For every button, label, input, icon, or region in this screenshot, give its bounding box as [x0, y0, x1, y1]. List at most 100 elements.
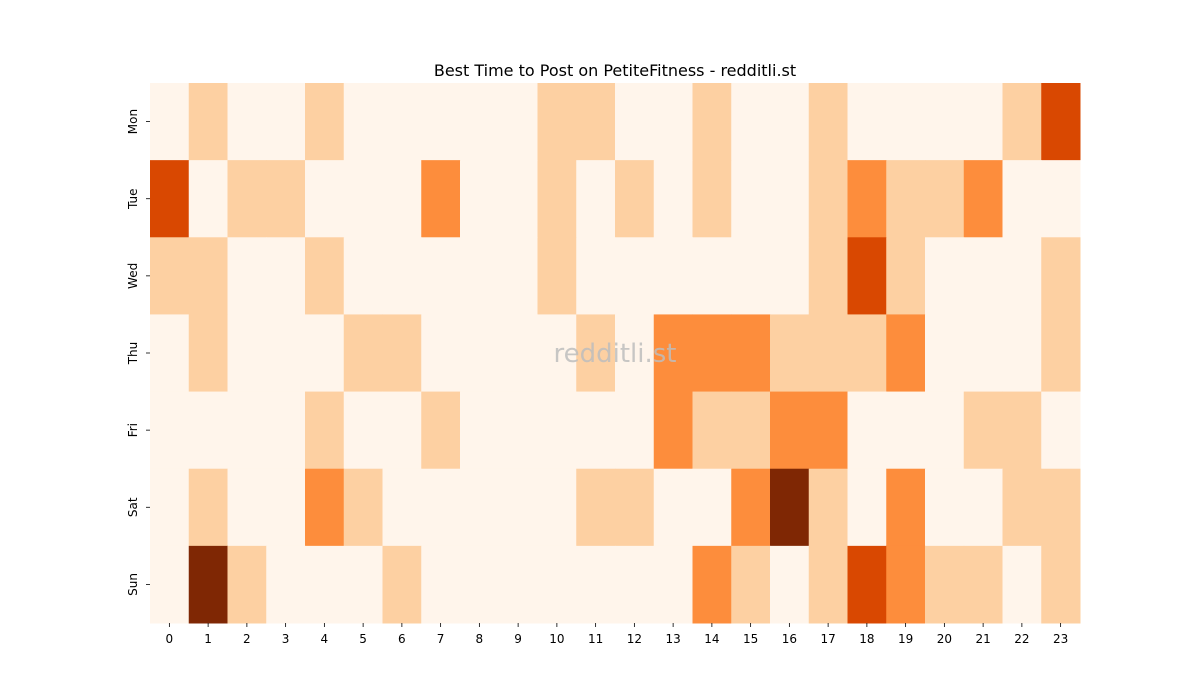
x-axis: 0 1 2 3 4 5 6 7 8 9 10 11 12 13 14 15 16 17 18 19 20 21 22 23: [166, 623, 1069, 646]
heatmap-cell-wed-16: [770, 237, 809, 315]
heatmap-cell-mon-14: [693, 83, 732, 161]
heatmap-cell-fri-0: [150, 392, 189, 470]
heatmap-cell-wed-15: [731, 237, 770, 315]
heatmap-cell-sat-17: [809, 469, 848, 547]
heatmap-cell-sat-13: [654, 469, 693, 547]
heatmap-cell-thu-6: [383, 314, 422, 392]
heatmap-cell-tue-4: [305, 160, 344, 238]
heatmap-cell-fri-23: [1041, 392, 1080, 470]
heatmap-cell-fri-13: [654, 392, 693, 470]
heatmap-cell-mon-5: [344, 83, 383, 161]
heatmap-cell-tue-0: [150, 160, 189, 238]
heatmap-cell-sun-6: [383, 546, 422, 624]
heatmap-cell-fri-11: [576, 392, 615, 470]
heatmap-cell-tue-20: [925, 160, 964, 238]
heatmap-cell-sat-8: [460, 469, 499, 547]
heatmap-cell-thu-2: [228, 314, 267, 392]
heatmap-cell-thu-8: [460, 314, 499, 392]
x-tick-label: 2: [243, 632, 251, 646]
heatmap-cell-sun-4: [305, 546, 344, 624]
heatmap-cell-sun-18: [848, 546, 887, 624]
heatmap-cell-wed-7: [421, 237, 460, 315]
heatmap-cell-fri-16: [770, 392, 809, 470]
heatmap-cell-tue-2: [228, 160, 267, 238]
heatmap-cell-sun-17: [809, 546, 848, 624]
heatmap-cell-wed-3: [266, 237, 305, 315]
x-tick-label: 1: [204, 632, 212, 646]
heatmap-cell-sun-12: [615, 546, 654, 624]
heatmap-cell-mon-23: [1041, 83, 1080, 161]
heatmap-cell-sun-19: [886, 546, 925, 624]
heatmap-cell-tue-22: [1003, 160, 1042, 238]
heatmap-cell-sat-18: [848, 469, 887, 547]
heatmap-cell-mon-19: [886, 83, 925, 161]
heatmap-cell-mon-16: [770, 83, 809, 161]
heatmap-cell-wed-19: [886, 237, 925, 315]
heatmap-cell-sun-1: [189, 546, 228, 624]
heatmap-cell-wed-1: [189, 237, 228, 315]
heatmap-cell-fri-8: [460, 392, 499, 470]
heatmap-cell-fri-5: [344, 392, 383, 470]
x-tick-label: 9: [514, 632, 522, 646]
heatmap-cell-wed-4: [305, 237, 344, 315]
heatmap-cell-fri-3: [266, 392, 305, 470]
heatmap-cell-sat-23: [1041, 469, 1080, 547]
x-tick-label: 21: [975, 632, 990, 646]
x-tick-label: 0: [166, 632, 174, 646]
x-tick-label: 17: [820, 632, 835, 646]
x-tick-label: 18: [859, 632, 874, 646]
heatmap-cell-tue-15: [731, 160, 770, 238]
heatmap-cell-sun-2: [228, 546, 267, 624]
heatmap-cell-mon-3: [266, 83, 305, 161]
heatmap-cell-mon-0: [150, 83, 189, 161]
heatmap-cell-sun-8: [460, 546, 499, 624]
heatmap-cell-sun-16: [770, 546, 809, 624]
heatmap-cell-wed-8: [460, 237, 499, 315]
x-tick-label: 6: [398, 632, 406, 646]
heatmap-cell-sun-15: [731, 546, 770, 624]
x-tick-label: 5: [359, 632, 367, 646]
heatmap-cell-sat-16: [770, 469, 809, 547]
heatmap-cell-wed-5: [344, 237, 383, 315]
x-tick-label: 22: [1014, 632, 1029, 646]
heatmap-cell-mon-4: [305, 83, 344, 161]
x-tick-label: 14: [704, 632, 719, 646]
heatmap-cell-mon-10: [538, 83, 577, 161]
heatmap-cell-sun-7: [421, 546, 460, 624]
heatmap-cell-thu-4: [305, 314, 344, 392]
x-tick-label: 10: [549, 632, 564, 646]
heatmap-cell-sat-4: [305, 469, 344, 547]
heatmap-cell-thu-21: [964, 314, 1003, 392]
heatmap-cell-wed-13: [654, 237, 693, 315]
x-tick-label: 8: [476, 632, 484, 646]
heatmap-cell-tue-16: [770, 160, 809, 238]
heatmap-cell-wed-20: [925, 237, 964, 315]
heatmap-cell-thu-7: [421, 314, 460, 392]
heatmap-cell-sun-20: [925, 546, 964, 624]
heatmap-cell-fri-17: [809, 392, 848, 470]
heatmap-cell-fri-2: [228, 392, 267, 470]
heatmap-cell-sat-15: [731, 469, 770, 547]
heatmap-cell-fri-20: [925, 392, 964, 470]
heatmap-cell-mon-11: [576, 83, 615, 161]
x-tick-label: 11: [588, 632, 603, 646]
heatmap-cell-sun-9: [499, 546, 538, 624]
heatmap-cell-sun-14: [693, 546, 732, 624]
heatmap-cell-sun-21: [964, 546, 1003, 624]
y-tick-label: Fri: [126, 423, 140, 437]
heatmap-cell-fri-6: [383, 392, 422, 470]
heatmap-cell-sun-22: [1003, 546, 1042, 624]
heatmap-cell-tue-1: [189, 160, 228, 238]
heatmap-cell-sat-9: [499, 469, 538, 547]
x-tick-label: 16: [782, 632, 797, 646]
heatmap-cell-tue-9: [499, 160, 538, 238]
heatmap-cell-thu-19: [886, 314, 925, 392]
x-tick-label: 12: [627, 632, 642, 646]
heatmap-cell-sat-11: [576, 469, 615, 547]
heatmap-cell-wed-17: [809, 237, 848, 315]
heatmap-cell-fri-21: [964, 392, 1003, 470]
heatmap-cell-tue-7: [421, 160, 460, 238]
heatmap-cell-thu-20: [925, 314, 964, 392]
heatmap-cell-tue-21: [964, 160, 1003, 238]
heatmap-cell-sat-0: [150, 469, 189, 547]
